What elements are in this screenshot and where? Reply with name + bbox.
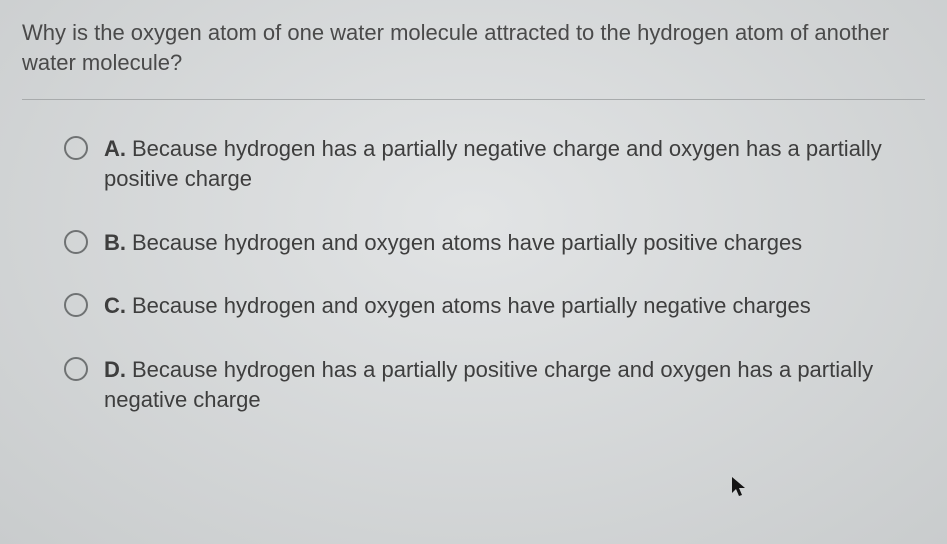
option-a-letter: A. — [104, 136, 126, 161]
option-d-text: D.Because hydrogen has a partially posit… — [104, 355, 915, 414]
option-a-body: Because hydrogen has a partially negativ… — [104, 136, 882, 191]
option-c-body: Because hydrogen and oxygen atoms have p… — [132, 293, 811, 318]
option-b-text: B.Because hydrogen and oxygen atoms have… — [104, 228, 802, 258]
radio-b[interactable] — [64, 230, 88, 254]
option-d-letter: D. — [104, 357, 126, 382]
radio-d[interactable] — [64, 357, 88, 381]
option-b-letter: B. — [104, 230, 126, 255]
radio-c[interactable] — [64, 293, 88, 317]
options-list: A.Because hydrogen has a partially negat… — [22, 134, 925, 414]
option-d[interactable]: D.Because hydrogen has a partially posit… — [64, 355, 915, 414]
option-d-body: Because hydrogen has a partially positiv… — [104, 357, 873, 412]
option-a-text: A.Because hydrogen has a partially negat… — [104, 134, 915, 193]
option-c-text: C.Because hydrogen and oxygen atoms have… — [104, 291, 811, 321]
option-c-letter: C. — [104, 293, 126, 318]
question-text: Why is the oxygen atom of one water mole… — [22, 18, 925, 100]
option-b-body: Because hydrogen and oxygen atoms have p… — [132, 230, 802, 255]
option-a[interactable]: A.Because hydrogen has a partially negat… — [64, 134, 915, 193]
radio-a[interactable] — [64, 136, 88, 160]
option-b[interactable]: B.Because hydrogen and oxygen atoms have… — [64, 228, 915, 258]
option-c[interactable]: C.Because hydrogen and oxygen atoms have… — [64, 291, 915, 321]
mouse-cursor-icon — [732, 477, 748, 499]
